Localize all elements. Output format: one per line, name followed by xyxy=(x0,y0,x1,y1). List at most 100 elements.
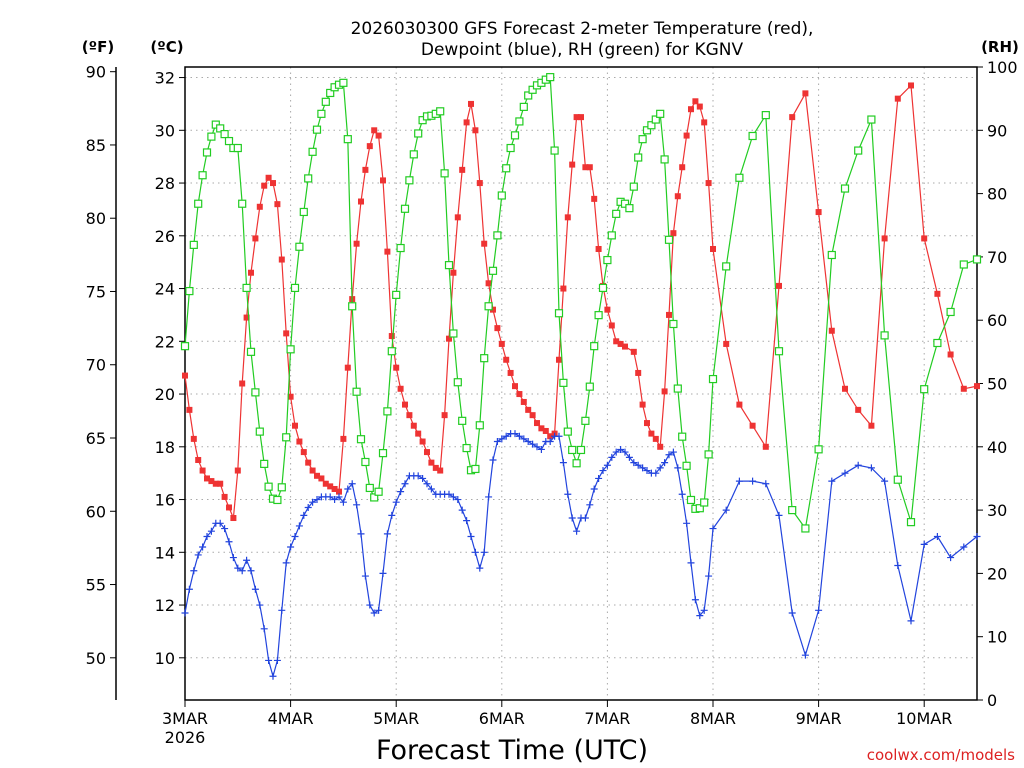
temperature-point xyxy=(274,201,281,208)
rh-point xyxy=(471,464,480,474)
temperature-point xyxy=(705,180,712,187)
temperature-point xyxy=(441,412,448,419)
temperature-point xyxy=(239,380,246,387)
dewpoint-point xyxy=(709,525,717,533)
dewpoint-point xyxy=(515,432,523,440)
chart-subtitle: Dewpoint (blue), RH (green) for KGNV xyxy=(421,40,744,60)
rh-point xyxy=(444,261,454,270)
temperature-point xyxy=(358,198,364,205)
temperature-point xyxy=(283,330,290,337)
dewpoint-point xyxy=(722,506,730,514)
rh-point xyxy=(352,387,361,396)
temperature-point xyxy=(644,420,650,427)
dewpoint-point xyxy=(353,501,361,509)
dewpoint-point xyxy=(397,488,405,496)
rh-point xyxy=(365,483,374,493)
temperature-point xyxy=(710,245,716,252)
temperature-point xyxy=(226,504,232,511)
temperature-point xyxy=(749,422,756,429)
tick-label-celsius: 28 xyxy=(155,174,175,193)
dewpoint-point xyxy=(344,485,352,493)
rh-point xyxy=(761,111,770,120)
rh-point xyxy=(625,204,634,213)
temperature-point xyxy=(481,240,488,247)
dewpoint-point xyxy=(234,564,242,572)
temperature-point xyxy=(278,256,285,263)
dewpoint-point xyxy=(678,490,686,498)
dewpoint-point xyxy=(524,438,532,446)
dewpoint-point xyxy=(370,609,378,617)
dewpoint-point xyxy=(480,548,488,556)
temperature-point xyxy=(261,182,268,189)
temperature-point xyxy=(534,420,540,427)
temperature-point xyxy=(256,203,263,210)
rh-point xyxy=(568,445,577,455)
tick-label-celsius: 16 xyxy=(155,491,175,510)
tick-label-celsius: 14 xyxy=(155,543,175,562)
rh-point xyxy=(515,117,524,126)
dewpoint-point xyxy=(375,606,383,614)
dewpoint-point xyxy=(881,477,889,485)
rh-point xyxy=(550,146,559,155)
temperature-point xyxy=(362,166,369,173)
temperature-point xyxy=(186,406,193,413)
dewpoint-point xyxy=(225,538,233,546)
temperature-point xyxy=(344,364,351,371)
rh-point xyxy=(194,199,203,208)
temperature-point xyxy=(529,412,536,419)
tick-label-fahrenheit: 75 xyxy=(86,282,106,301)
dewpoint-point xyxy=(265,656,273,664)
rh-point xyxy=(801,524,810,533)
temperature-point xyxy=(591,195,598,202)
temperature-point xyxy=(309,467,316,474)
tick-label-rh: 30 xyxy=(987,501,1007,520)
rh-point xyxy=(651,115,660,124)
tick-label-rh: 0 xyxy=(987,691,997,710)
dewpoint-point xyxy=(973,532,981,540)
dewpoint-point xyxy=(652,469,660,477)
rh-point xyxy=(634,153,643,162)
rh-point xyxy=(748,131,757,141)
temperature-point xyxy=(230,515,237,522)
rh-point xyxy=(700,498,709,507)
temperature-point xyxy=(314,472,320,479)
temperature-point xyxy=(652,435,659,442)
tick-label-rh: 90 xyxy=(987,121,1007,140)
dewpoint-point xyxy=(669,448,677,456)
rh-point xyxy=(286,345,295,354)
dewpoint-point xyxy=(445,490,453,498)
rh-point xyxy=(598,283,608,293)
dewpoint-point xyxy=(383,530,391,538)
temperature-point xyxy=(287,393,294,400)
dewpoint-line xyxy=(184,433,978,679)
temperature-point xyxy=(485,280,492,287)
dewpoint-point xyxy=(498,435,506,443)
dewpoint-point xyxy=(229,554,237,562)
dewpoint-point xyxy=(419,474,427,482)
temperature-point xyxy=(270,180,276,187)
dewpoint-point xyxy=(546,438,554,446)
rh-point xyxy=(554,309,564,318)
rh-point xyxy=(563,427,572,436)
temperature-point xyxy=(547,433,554,440)
rh-point xyxy=(246,347,256,356)
x-axis-label: Forecast Time (UTC) xyxy=(376,735,648,766)
rh-point xyxy=(308,147,317,156)
dewpoint-point xyxy=(414,472,422,480)
temperature-point xyxy=(582,164,589,171)
rh-point xyxy=(299,207,308,217)
temperature-point xyxy=(318,475,325,482)
temperature-point xyxy=(463,119,470,126)
dewpoint-point xyxy=(665,451,673,459)
dewpoint-point xyxy=(700,606,708,614)
dewpoint-point xyxy=(282,559,290,567)
series-rh xyxy=(180,73,982,533)
temperature-point xyxy=(402,401,408,408)
dewpoint-point xyxy=(423,480,431,488)
temperature-point xyxy=(595,245,602,252)
dewpoint-point xyxy=(612,448,620,456)
rh-point xyxy=(612,209,621,218)
rh-point xyxy=(277,483,286,492)
